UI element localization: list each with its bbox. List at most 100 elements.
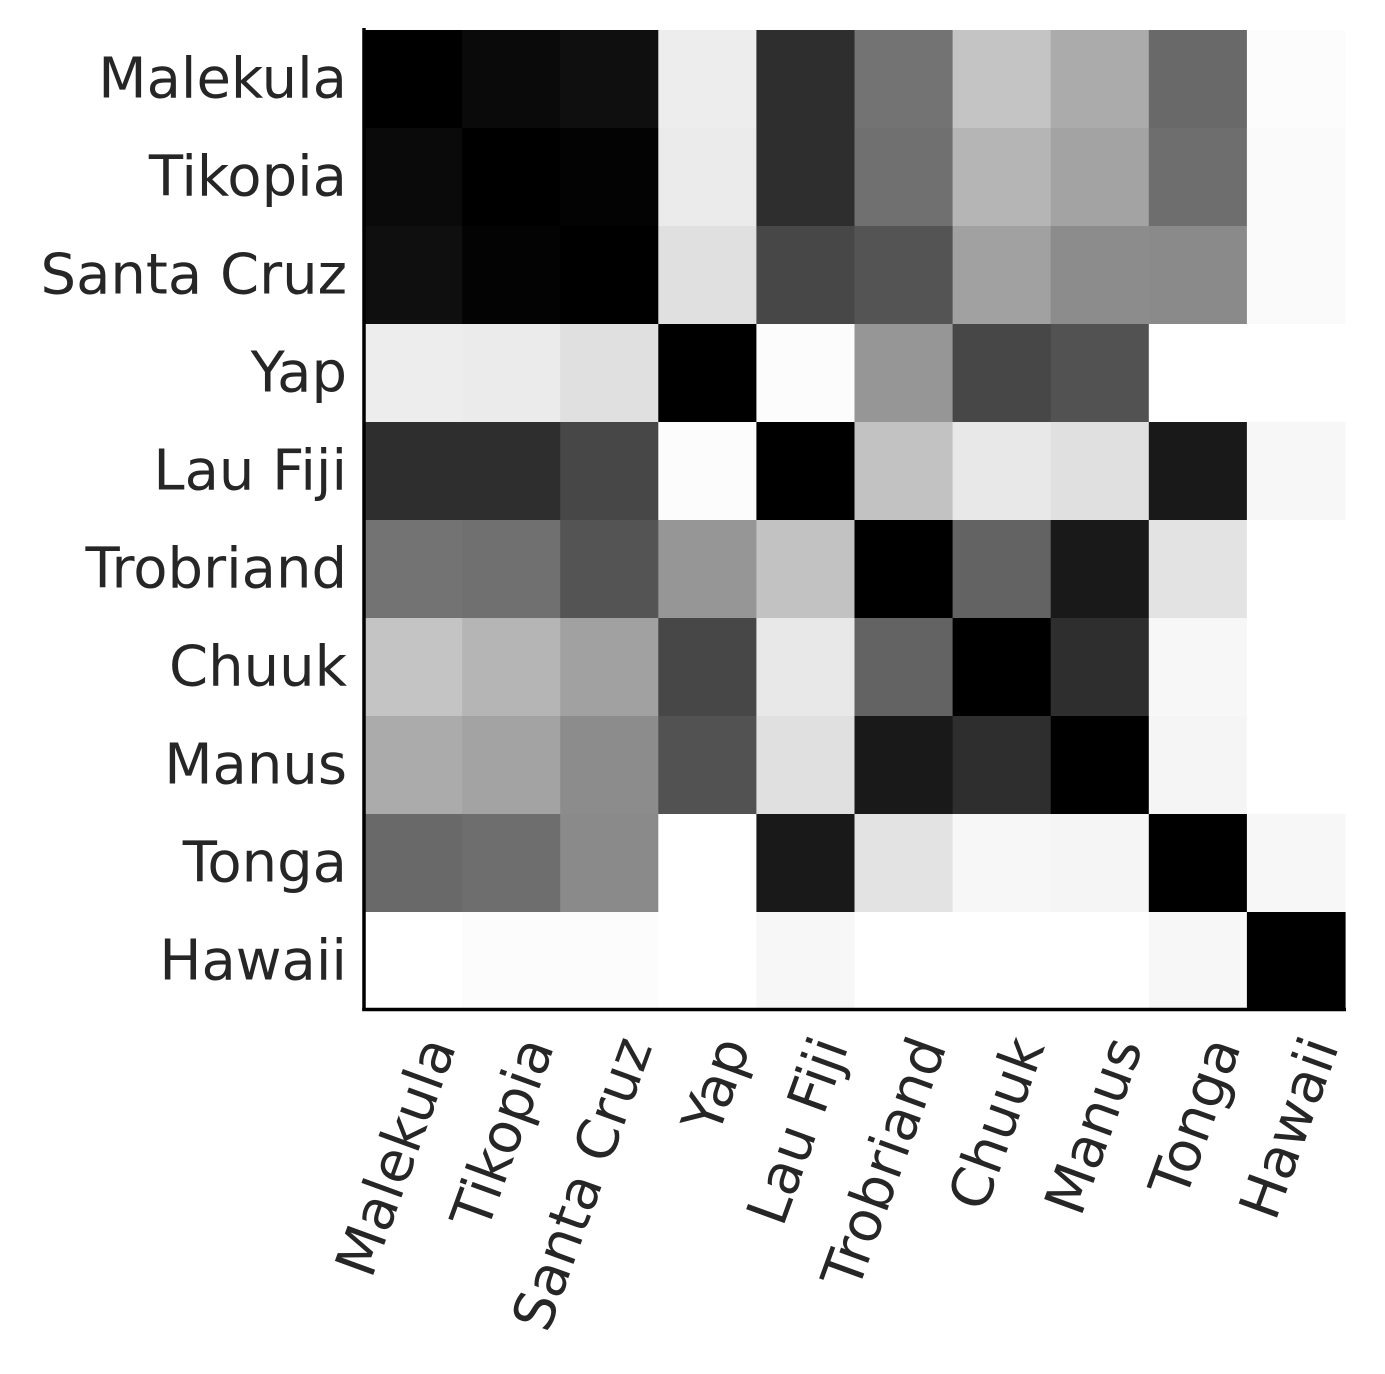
heatmap-cell-chuuk-hawaii bbox=[1246, 618, 1346, 717]
heatmap-cell-lau-fiji-trobriand bbox=[854, 422, 954, 521]
heatmap-cell-trobriand-chuuk bbox=[952, 520, 1052, 619]
heatmap-cell-manus-chuuk bbox=[952, 716, 1052, 815]
heatmap-cell-malekula-manus bbox=[1050, 30, 1150, 129]
heatmap-cell-manus-manus bbox=[1050, 716, 1150, 815]
heatmap-cell-lau-fiji-yap bbox=[658, 422, 757, 521]
heatmap-cell-yap-yap bbox=[658, 324, 757, 423]
heatmap-cell-tonga-trobriand bbox=[854, 814, 954, 913]
heatmap-cell-trobriand-hawaii bbox=[1246, 520, 1346, 619]
y-tick-label-trobriand: Trobriand bbox=[84, 537, 347, 602]
heatmap-cell-yap-manus bbox=[1050, 324, 1150, 423]
heatmap-cell-hawaii-malekula bbox=[364, 912, 463, 1011]
x-tick-label-malekula: Malekula bbox=[323, 1029, 469, 1285]
heatmap-cell-tikopia-manus bbox=[1050, 128, 1150, 227]
heatmap-cell-hawaii-trobriand bbox=[854, 912, 954, 1011]
heatmap-cell-tonga-yap bbox=[658, 814, 757, 913]
y-tick-label-santa-cruz: Santa Cruz bbox=[41, 243, 347, 308]
y-tick-label-tonga: Tonga bbox=[182, 831, 347, 896]
heatmap-cell-lau-fiji-malekula bbox=[364, 422, 463, 521]
heatmap-cell-yap-tonga bbox=[1148, 324, 1248, 423]
heatmap-cell-yap-lau-fiji bbox=[756, 324, 856, 423]
heatmap-cell-malekula-santa-cruz bbox=[560, 30, 659, 129]
heatmap-cell-malekula-tikopia bbox=[462, 30, 561, 129]
heatmap-cell-lau-fiji-hawaii bbox=[1246, 422, 1346, 521]
heatmap-cell-trobriand-trobriand bbox=[854, 520, 954, 619]
heatmap-cell-chuuk-tonga bbox=[1148, 618, 1248, 717]
heatmap-cell-tonga-hawaii bbox=[1246, 814, 1346, 913]
heatmap-cell-tikopia-trobriand bbox=[854, 128, 954, 227]
heatmap-cell-trobriand-yap bbox=[658, 520, 757, 619]
y-tick-label-yap: Yap bbox=[250, 341, 347, 406]
heatmap-cell-manus-malekula bbox=[364, 716, 463, 815]
heatmap-cell-chuuk-tikopia bbox=[462, 618, 561, 717]
heatmap-cell-lau-fiji-lau-fiji bbox=[756, 422, 856, 521]
heatmap-cell-trobriand-malekula bbox=[364, 520, 463, 619]
heatmap-cell-chuuk-manus bbox=[1050, 618, 1150, 717]
heatmap-cell-yap-tikopia bbox=[462, 324, 561, 423]
heatmap-cell-santa-cruz-chuuk bbox=[952, 226, 1052, 325]
heatmap-cell-santa-cruz-lau-fiji bbox=[756, 226, 856, 325]
heatmap-cells bbox=[364, 30, 1346, 1011]
heatmap-cell-tikopia-hawaii bbox=[1246, 128, 1346, 227]
heatmap-cell-chuuk-santa-cruz bbox=[560, 618, 659, 717]
heatmap-cell-chuuk-yap bbox=[658, 618, 757, 717]
y-tick-label-malekula: Malekula bbox=[98, 47, 347, 112]
y-tick-label-hawaii: Hawaii bbox=[159, 929, 347, 994]
heatmap-cell-santa-cruz-trobriand bbox=[854, 226, 954, 325]
heatmap-cell-tonga-manus bbox=[1050, 814, 1150, 913]
heatmap-cell-santa-cruz-santa-cruz bbox=[560, 226, 659, 325]
y-tick-label-chuuk: Chuuk bbox=[169, 635, 348, 700]
y-tick-label-tikopia: Tikopia bbox=[148, 145, 347, 210]
heatmap-cell-tikopia-malekula bbox=[364, 128, 463, 227]
heatmap-cell-tonga-lau-fiji bbox=[756, 814, 856, 913]
heatmap-cell-lau-fiji-tonga bbox=[1148, 422, 1248, 521]
heatmap-cell-yap-chuuk bbox=[952, 324, 1052, 423]
heatmap-cell-tonga-santa-cruz bbox=[560, 814, 659, 913]
heatmap-cell-hawaii-yap bbox=[658, 912, 757, 1011]
y-tick-label-manus: Manus bbox=[164, 733, 347, 798]
heatmap-cell-yap-malekula bbox=[364, 324, 463, 423]
heatmap-cell-santa-cruz-tonga bbox=[1148, 226, 1248, 325]
heatmap-cell-trobriand-santa-cruz bbox=[560, 520, 659, 619]
heatmap-cell-chuuk-trobriand bbox=[854, 618, 954, 717]
heatmap-cell-manus-lau-fiji bbox=[756, 716, 856, 815]
heatmap-cell-yap-trobriand bbox=[854, 324, 954, 423]
heatmap-cell-hawaii-manus bbox=[1050, 912, 1150, 1011]
heatmap-cell-tikopia-tikopia bbox=[462, 128, 561, 227]
x-tick-label-yap: Yap bbox=[670, 1029, 764, 1143]
heatmap-cell-chuuk-lau-fiji bbox=[756, 618, 856, 717]
heatmap-cell-hawaii-tonga bbox=[1148, 912, 1248, 1011]
heatmap-cell-tonga-malekula bbox=[364, 814, 463, 913]
heatmap-cell-manus-tikopia bbox=[462, 716, 561, 815]
heatmap-cell-trobriand-lau-fiji bbox=[756, 520, 856, 619]
heatmap-cell-manus-santa-cruz bbox=[560, 716, 659, 815]
heatmap-cell-chuuk-malekula bbox=[364, 618, 463, 717]
heatmap-cell-lau-fiji-chuuk bbox=[952, 422, 1052, 521]
heatmap-cell-tikopia-yap bbox=[658, 128, 757, 227]
heatmap-cell-santa-cruz-hawaii bbox=[1246, 226, 1346, 325]
heatmap-cell-tonga-tikopia bbox=[462, 814, 561, 913]
heatmap-cell-malekula-yap bbox=[658, 30, 757, 129]
heatmap-cell-malekula-chuuk bbox=[952, 30, 1052, 129]
heatmap-cell-trobriand-tonga bbox=[1148, 520, 1248, 619]
y-tick-label-lau-fiji: Lau Fiji bbox=[153, 439, 347, 504]
heatmap-cell-hawaii-chuuk bbox=[952, 912, 1052, 1011]
heatmap-cell-malekula-lau-fiji bbox=[756, 30, 856, 129]
heatmap-cell-manus-trobriand bbox=[854, 716, 954, 815]
heatmap-cell-santa-cruz-tikopia bbox=[462, 226, 561, 325]
heatmap-cell-hawaii-hawaii bbox=[1246, 912, 1346, 1011]
heatmap-cell-hawaii-lau-fiji bbox=[756, 912, 856, 1011]
heatmap-cell-tonga-chuuk bbox=[952, 814, 1052, 913]
heatmap-cell-trobriand-tikopia bbox=[462, 520, 561, 619]
y-tick-labels: Malekula Tikopia Santa Cruz Yap Lau Fiji Trob… bbox=[41, 47, 348, 994]
heatmap-cell-hawaii-tikopia bbox=[462, 912, 561, 1011]
heatmap-cell-yap-hawaii bbox=[1246, 324, 1346, 423]
heatmap-cell-malekula-trobriand bbox=[854, 30, 954, 129]
heatmap-cell-manus-tonga bbox=[1148, 716, 1248, 815]
heatmap-cell-hawaii-santa-cruz bbox=[560, 912, 659, 1011]
heatmap-cell-tikopia-tonga bbox=[1148, 128, 1248, 227]
heatmap-cell-manus-yap bbox=[658, 716, 757, 815]
heatmap-cell-trobriand-manus bbox=[1050, 520, 1150, 619]
